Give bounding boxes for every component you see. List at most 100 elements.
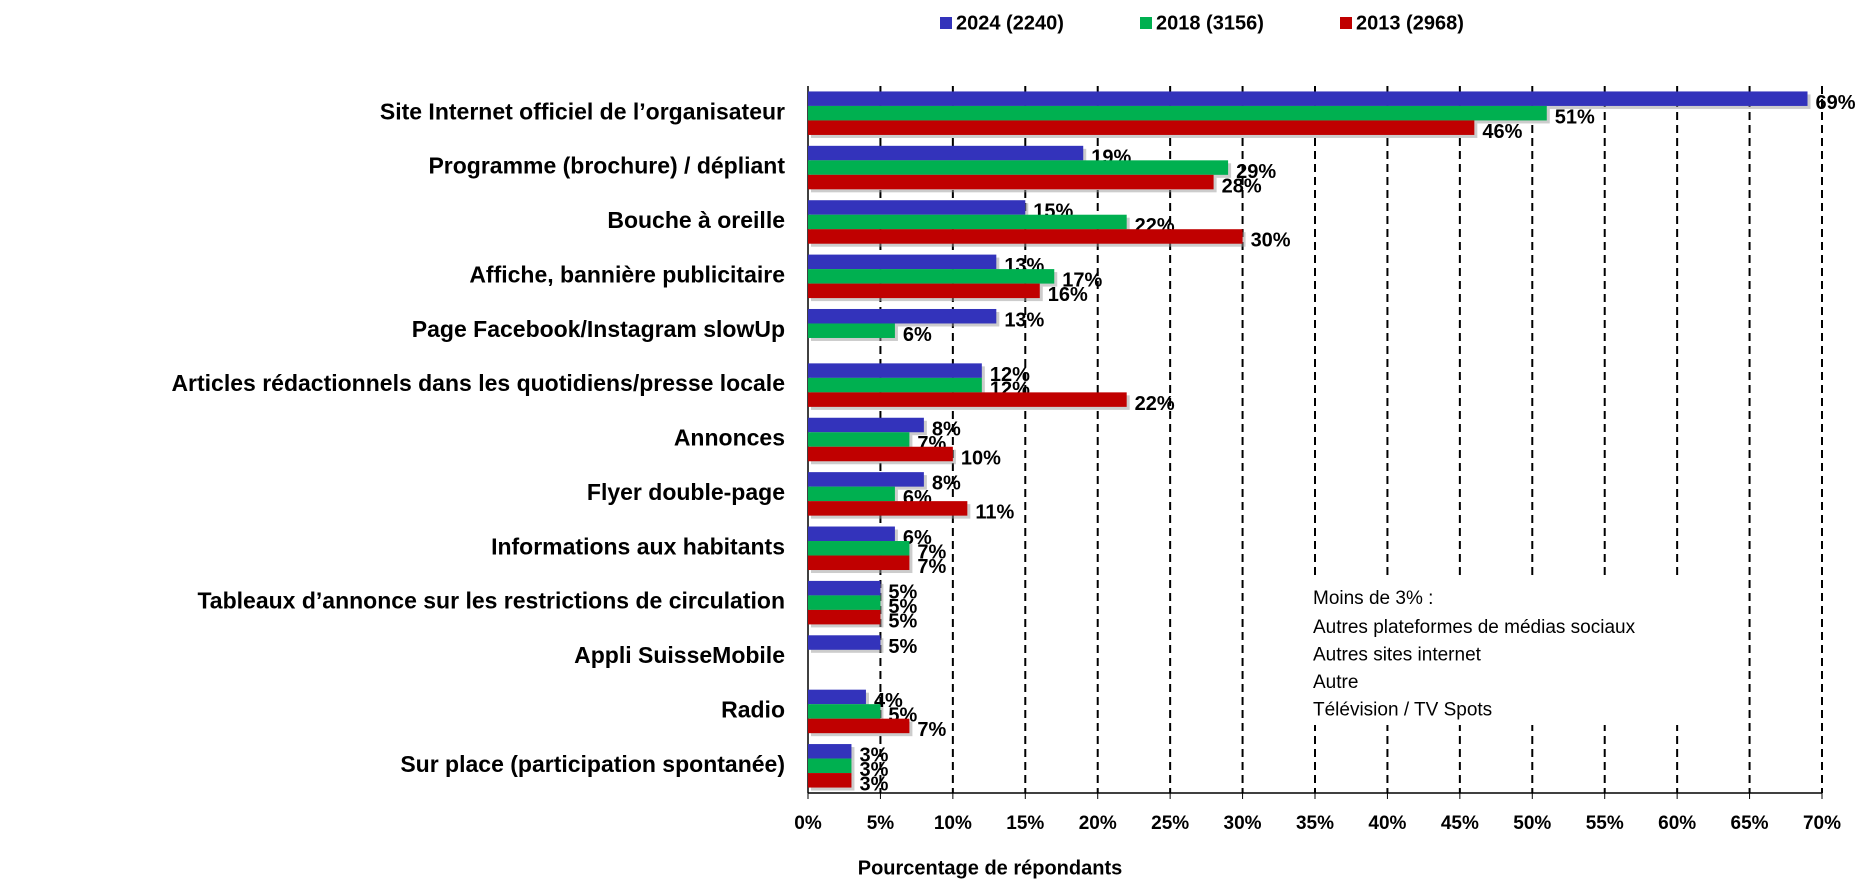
- bar: [808, 120, 1475, 135]
- value-label: 3%: [859, 774, 888, 796]
- value-label: 4%: [874, 690, 903, 712]
- value-label: 29%: [1236, 161, 1276, 183]
- value-label: 8%: [932, 418, 961, 440]
- bar: [808, 254, 997, 270]
- legend-label: 2024 (2240): [956, 12, 1064, 34]
- x-tick-label: 40%: [1368, 813, 1406, 834]
- value-label: 13%: [1004, 310, 1044, 332]
- x-tick-label: 45%: [1441, 813, 1479, 834]
- bar: [808, 704, 881, 719]
- bar: [808, 200, 1026, 215]
- x-tick-label: 60%: [1658, 813, 1696, 834]
- bar: [808, 308, 997, 324]
- x-tick-label: 5%: [867, 813, 895, 834]
- bar: [808, 758, 852, 774]
- y-tick-label: Radio: [721, 697, 785, 723]
- value-label: 46%: [1482, 121, 1522, 143]
- x-tick-label: 10%: [934, 813, 972, 834]
- bar: [808, 773, 852, 788]
- bar: [808, 689, 866, 705]
- bar: [808, 283, 1040, 299]
- annotation-line: Autre: [1313, 672, 1358, 693]
- annotation-title: Moins de 3% :: [1313, 588, 1433, 609]
- y-tick-label: Articles rédactionnels dans les quotidie…: [171, 370, 785, 396]
- bar: [808, 595, 881, 610]
- y-tick-label: Site Internet officiel de l’organisateur: [380, 98, 785, 124]
- value-label: 6%: [903, 324, 932, 346]
- bar: [808, 363, 982, 378]
- x-tick-label: 35%: [1296, 813, 1334, 834]
- y-tick-label: Flyer double-page: [587, 479, 785, 505]
- bar: [808, 555, 910, 571]
- legend-label: 2018 (3156): [1156, 12, 1264, 34]
- y-tick-label: Programme (brochure) / dépliant: [428, 153, 785, 179]
- x-tick-label: 25%: [1151, 813, 1189, 834]
- value-label: 3%: [859, 745, 888, 767]
- bar: [808, 377, 982, 393]
- bar: [808, 744, 852, 759]
- bar: [808, 486, 895, 502]
- value-label: 8%: [932, 473, 961, 495]
- bar: [808, 526, 895, 542]
- value-label: 51%: [1555, 106, 1595, 128]
- bar: [808, 214, 1127, 230]
- value-label: 30%: [1251, 230, 1291, 252]
- value-label: 12%: [990, 364, 1030, 386]
- legend-label: 2013 (2968): [1356, 12, 1464, 34]
- bar: [808, 501, 968, 516]
- x-axis-title: Pourcentage de répondants: [858, 857, 1123, 879]
- bar: [808, 446, 953, 462]
- annotation-line: Autres sites internet: [1313, 645, 1482, 666]
- value-label: 6%: [903, 527, 932, 549]
- value-label: 7%: [917, 542, 946, 564]
- x-tick-label: 55%: [1586, 813, 1624, 834]
- bar: [808, 417, 924, 433]
- value-label: 10%: [961, 447, 1001, 469]
- bar: [808, 580, 881, 596]
- value-label: 17%: [1062, 270, 1102, 292]
- value-label: 5%: [888, 636, 917, 658]
- y-tick-label: Annonces: [674, 425, 785, 451]
- value-label: 22%: [1135, 393, 1175, 415]
- y-tick-label: Bouche à oreille: [607, 207, 785, 233]
- value-label: 69%: [1816, 92, 1856, 114]
- x-tick-label: 15%: [1006, 813, 1044, 834]
- x-tick-label: 20%: [1079, 813, 1117, 834]
- legend-swatch: [1140, 17, 1152, 29]
- annotation-box: [1300, 580, 1720, 725]
- bar: [808, 105, 1547, 121]
- bar: [808, 91, 1808, 106]
- y-tick-label: Sur place (participation spontanée): [400, 751, 785, 777]
- y-tick-label: Affiche, bannière publicitaire: [469, 261, 785, 287]
- y-tick-label: Informations aux habitants: [491, 533, 785, 559]
- value-label: 28%: [1222, 175, 1262, 197]
- x-tick-label: 70%: [1803, 813, 1841, 834]
- bar: [808, 160, 1229, 175]
- bar: [808, 432, 910, 447]
- bar: [808, 635, 881, 650]
- legend-swatch: [940, 17, 952, 29]
- x-tick-label: 0%: [794, 813, 822, 834]
- value-label: 5%: [888, 581, 917, 603]
- value-label: 5%: [888, 610, 917, 632]
- x-tick-label: 65%: [1731, 813, 1769, 834]
- x-tick-label: 50%: [1513, 813, 1551, 834]
- legend-swatch: [1340, 17, 1352, 29]
- annotation-line: Autres plateformes de médias sociaux: [1313, 617, 1636, 638]
- bar: [808, 229, 1243, 244]
- bar: [808, 472, 924, 487]
- bar: [808, 541, 910, 556]
- value-label: 11%: [975, 502, 1014, 524]
- bar: [808, 174, 1214, 190]
- bar: [808, 145, 1084, 161]
- value-label: 7%: [917, 719, 946, 741]
- value-label: 5%: [888, 596, 917, 618]
- y-tick-label: Appli SuisseMobile: [574, 642, 785, 668]
- annotation-line: Télévision / TV Spots: [1313, 700, 1492, 721]
- value-label: 16%: [1048, 284, 1088, 306]
- bar: [808, 269, 1055, 284]
- x-tick-label: 30%: [1224, 813, 1262, 834]
- bar: [808, 609, 881, 625]
- y-tick-label: Tableaux d’annonce sur les restrictions …: [197, 588, 785, 614]
